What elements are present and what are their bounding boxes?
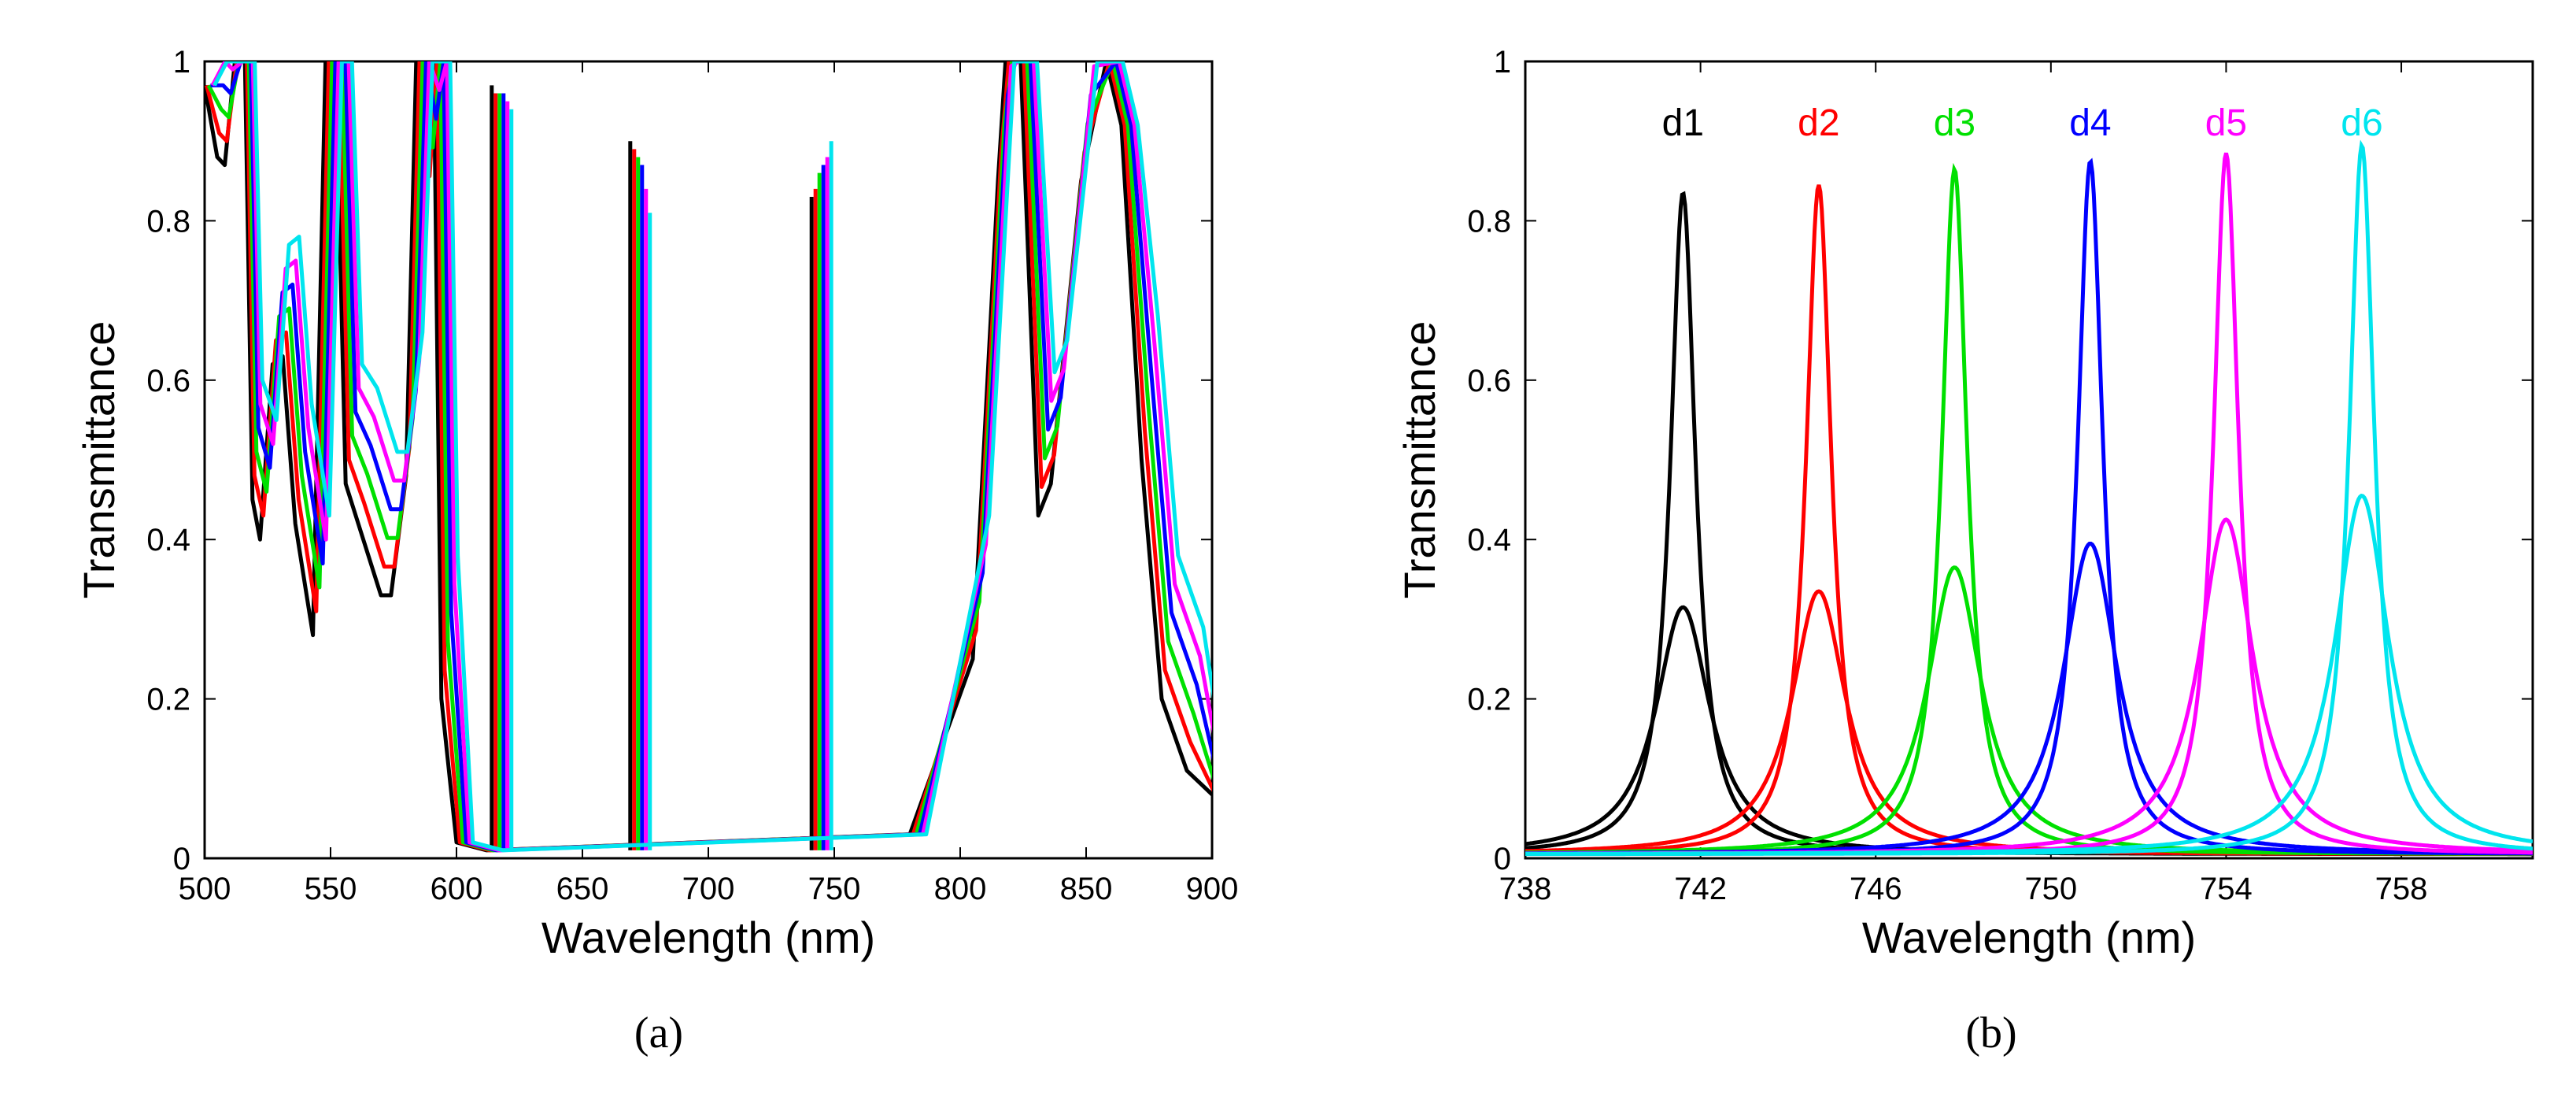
series-label: d3	[1934, 102, 1975, 144]
series-line-a	[205, 61, 1212, 853]
x-tick-label: 650	[556, 872, 609, 906]
y-axis-label-b: Transmittance	[1395, 321, 1444, 599]
y-axis-label-a: Transmittance	[74, 321, 124, 599]
series-line-a	[210, 61, 1212, 853]
x-tick-label: 750	[2024, 872, 2077, 906]
x-tick-label: 738	[1499, 872, 1552, 906]
x-axis-label-b: Wavelength (nm)	[1862, 913, 2196, 962]
x-tick-label: 758	[2375, 872, 2428, 906]
panel-label-a: (a)	[634, 1009, 683, 1057]
y-tick-label: 0.6	[146, 364, 190, 398]
series-line-narrow	[1525, 139, 2533, 857]
y-tick-label: 0.2	[1467, 683, 1511, 717]
series-label: d6	[2341, 102, 2382, 144]
series-label: d4	[2069, 102, 2111, 144]
series-line-narrow	[1525, 191, 2533, 857]
ticks-b: 738 742 746 750 754 758 0 0.2 0.4 0.6 0.8 1	[1467, 45, 2533, 906]
y-tick-label: 0.8	[146, 204, 190, 239]
y-tick-label: 0.6	[1467, 364, 1511, 398]
x-tick-label: 550	[305, 872, 357, 906]
y-tick-label: 1	[173, 45, 190, 80]
series-label: d2	[1798, 102, 1839, 144]
series-labels-b: d1 d2 d3 d4 d5 d6	[1662, 102, 2383, 144]
y-tick-label: 1	[1494, 45, 1511, 80]
panel-a: 500 550 600 650 700 750 800 850 900 0 0.2 0.4 0.6 0.8…	[74, 45, 1238, 1057]
series-line-broad	[1525, 493, 2533, 856]
x-tick-label: 750	[808, 872, 861, 906]
y-tick-label: 0.8	[1467, 204, 1511, 239]
x-tick-label: 600	[431, 872, 483, 906]
y-tick-label: 0	[173, 842, 190, 876]
series-line-broad	[1525, 605, 2533, 856]
y-tick-label: 0.4	[146, 523, 190, 557]
y-tick-label: 0.4	[1467, 523, 1511, 557]
x-tick-label: 800	[934, 872, 987, 906]
plot-frame-b	[1524, 60, 2534, 860]
series-line-a	[210, 61, 1212, 853]
x-tick-label: 900	[1186, 872, 1239, 906]
x-tick-label: 754	[2200, 872, 2253, 906]
series-lines-a	[205, 61, 1212, 853]
x-tick-label: 500	[179, 872, 231, 906]
series-label: d5	[2205, 102, 2247, 144]
x-tick-label: 746	[1850, 872, 1902, 906]
series-line-a	[213, 61, 1212, 853]
series-line-a	[206, 61, 1212, 853]
y-tick-label: 0	[1494, 842, 1511, 876]
ticks-a: 500 550 600 650 700 750 800 850 900 0 0.2 0.4 0.6 0.8…	[146, 45, 1238, 906]
x-axis-label-a: Wavelength (nm)	[541, 913, 875, 962]
x-tick-label: 742	[1674, 872, 1727, 906]
series-label: d1	[1662, 102, 1704, 144]
x-tick-label: 700	[682, 872, 735, 906]
series-lines-b	[1525, 139, 2533, 857]
y-tick-label: 0.2	[146, 683, 190, 717]
panel-label-b: (b)	[1965, 1009, 2016, 1057]
x-tick-label: 850	[1060, 872, 1113, 906]
